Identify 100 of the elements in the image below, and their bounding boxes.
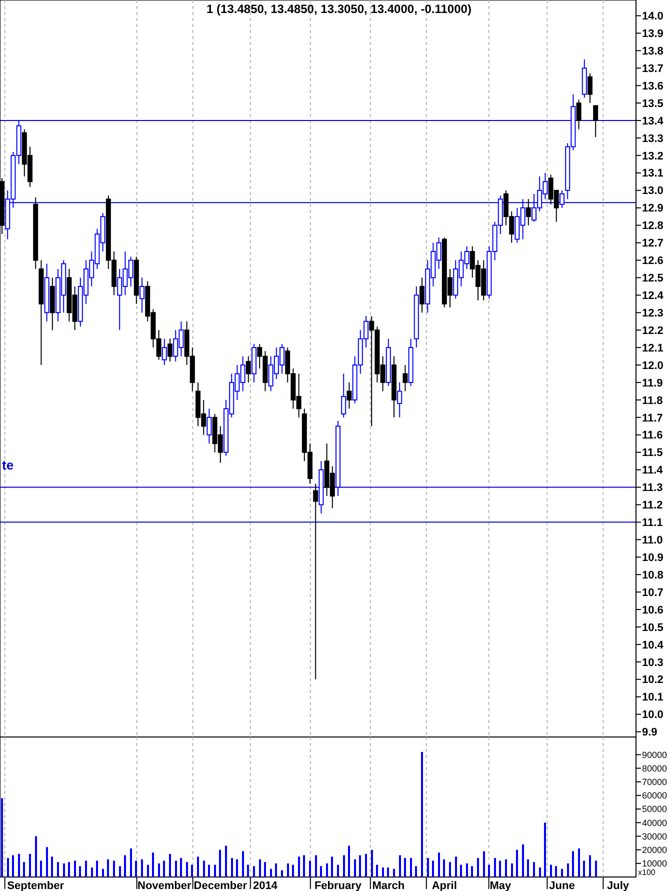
y-tick-label: 13.7 bbox=[642, 62, 664, 75]
bar bbox=[404, 858, 406, 877]
candlestick bbox=[140, 277, 144, 314]
bar bbox=[91, 867, 93, 877]
y-tick-label: 11.5 bbox=[642, 447, 663, 460]
x-tick-label: November bbox=[138, 880, 192, 891]
bar bbox=[516, 850, 518, 877]
bar bbox=[270, 868, 272, 877]
candlestick bbox=[341, 373, 346, 418]
bar bbox=[113, 860, 115, 877]
y-tick-label: 11.1 bbox=[642, 517, 663, 530]
x-tick-label: June bbox=[549, 880, 575, 891]
bar bbox=[589, 855, 591, 877]
x-tick-label: 2014 bbox=[252, 880, 278, 891]
bar bbox=[399, 855, 401, 877]
bar bbox=[421, 752, 423, 877]
y-tick-label: 40000 bbox=[642, 818, 668, 828]
bar bbox=[124, 855, 126, 877]
bar bbox=[365, 854, 367, 877]
bar bbox=[180, 858, 182, 877]
bar bbox=[7, 858, 9, 877]
x-tick-label: May bbox=[490, 880, 512, 891]
y-tick-label: 13.5 bbox=[642, 98, 664, 110]
y-tick-label: 11.7 bbox=[642, 412, 663, 424]
y-tick-label: 11.0 bbox=[642, 534, 663, 546]
bar bbox=[578, 848, 580, 877]
y-tick-label: 12.9 bbox=[642, 202, 664, 215]
bar bbox=[415, 866, 417, 877]
y-tick-label: 13.8 bbox=[642, 45, 664, 58]
bar bbox=[208, 864, 210, 877]
bar bbox=[326, 863, 328, 877]
y-tick-label: 50000 bbox=[642, 804, 668, 814]
bar bbox=[309, 860, 311, 877]
bar bbox=[315, 855, 317, 877]
x-tick-label: April bbox=[432, 880, 457, 891]
bar bbox=[331, 856, 333, 877]
bar bbox=[219, 850, 221, 877]
y-tick-label: 13.0 bbox=[642, 185, 664, 198]
y-tick-label: 10000 bbox=[642, 858, 668, 869]
x-tick-label: March bbox=[372, 880, 405, 891]
y-tick-label: 12.7 bbox=[642, 238, 664, 250]
bar bbox=[225, 846, 227, 877]
text: x100 bbox=[638, 868, 656, 877]
y-tick-label: 20000 bbox=[642, 844, 668, 855]
y-tick-label: 12.2 bbox=[642, 324, 664, 337]
bar bbox=[236, 859, 238, 877]
y-tick-label: 10.9 bbox=[642, 552, 664, 564]
y-tick-label: 10.8 bbox=[642, 569, 664, 582]
bar bbox=[253, 866, 255, 877]
bar bbox=[483, 851, 485, 877]
y-tick-label: 10.6 bbox=[642, 604, 664, 616]
candlestick bbox=[162, 338, 167, 366]
x-tick-label: February bbox=[314, 880, 362, 891]
y-tick-label: 10.5 bbox=[642, 622, 664, 634]
bar bbox=[242, 851, 244, 877]
bar bbox=[57, 862, 59, 877]
bar bbox=[107, 859, 109, 877]
bar bbox=[460, 864, 462, 877]
bar bbox=[376, 864, 378, 877]
y-tick-label: 12.5 bbox=[642, 272, 664, 285]
bar bbox=[527, 859, 529, 877]
y-tick-label: 12.0 bbox=[642, 360, 664, 372]
bar bbox=[18, 854, 20, 877]
candlestick bbox=[576, 99, 582, 130]
bar bbox=[595, 860, 597, 877]
y-tick-label: 12.4 bbox=[642, 290, 664, 302]
bar bbox=[152, 852, 154, 877]
bar bbox=[443, 859, 445, 877]
chart-title: 1 (13.4850, 13.4850, 13.3050, 13.4000, -0.11000) bbox=[206, 2, 472, 16]
y-tick-label: 10.3 bbox=[642, 656, 664, 669]
candlestick bbox=[560, 190, 564, 208]
bar bbox=[163, 860, 165, 877]
bar bbox=[85, 860, 87, 877]
bar bbox=[303, 855, 305, 877]
y-tick-label: 90000 bbox=[642, 750, 668, 760]
bar bbox=[393, 868, 395, 877]
bar bbox=[583, 860, 585, 877]
bar bbox=[387, 867, 389, 877]
bar bbox=[354, 859, 356, 877]
y-tick-label: 11.4 bbox=[642, 464, 664, 477]
y-tick-label: 13.3 bbox=[642, 132, 664, 145]
bar bbox=[74, 860, 76, 877]
bar bbox=[247, 864, 249, 877]
candlestick bbox=[313, 483, 318, 680]
candlestick bbox=[420, 277, 424, 314]
y-tick-label: 30000 bbox=[642, 831, 668, 842]
bar bbox=[197, 856, 199, 877]
y-tick-label: 70000 bbox=[642, 777, 668, 788]
bar bbox=[287, 863, 289, 877]
bar bbox=[522, 844, 524, 877]
bar bbox=[499, 860, 501, 877]
bar bbox=[141, 859, 143, 877]
bar bbox=[488, 864, 490, 877]
candlestick bbox=[593, 105, 598, 138]
bar bbox=[477, 858, 479, 877]
y-tick-label: 13.1 bbox=[642, 168, 664, 180]
bar bbox=[51, 856, 53, 877]
y-tick-label: 11.9 bbox=[642, 377, 663, 390]
bar bbox=[175, 860, 177, 877]
bar bbox=[275, 863, 277, 877]
